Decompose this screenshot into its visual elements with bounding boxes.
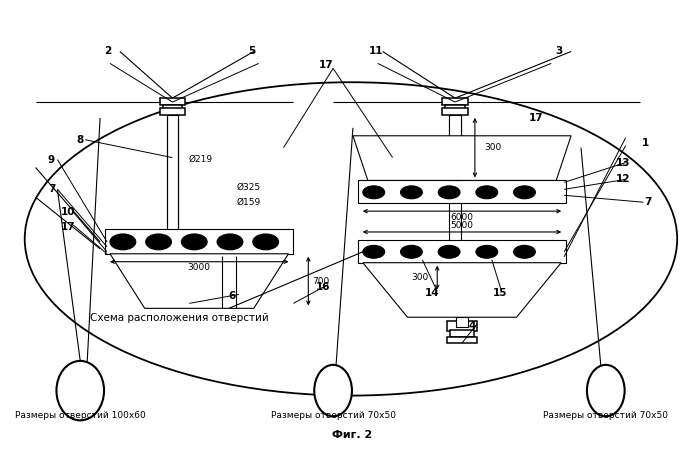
Bar bbox=[358, 181, 566, 203]
Text: 6: 6 bbox=[229, 292, 236, 302]
Text: Размеры отверстий 70x50: Размеры отверстий 70x50 bbox=[271, 411, 396, 420]
Bar bbox=[159, 108, 185, 115]
Text: 11: 11 bbox=[368, 46, 383, 55]
Text: Ø219: Ø219 bbox=[188, 155, 212, 164]
Ellipse shape bbox=[476, 245, 498, 258]
Text: 4: 4 bbox=[468, 321, 475, 331]
Ellipse shape bbox=[514, 245, 535, 258]
Bar bbox=[450, 330, 474, 337]
Ellipse shape bbox=[181, 234, 207, 250]
Bar bbox=[166, 115, 178, 237]
Text: 10: 10 bbox=[61, 207, 75, 217]
Text: 6000: 6000 bbox=[451, 213, 473, 222]
Text: 17: 17 bbox=[529, 113, 544, 123]
Ellipse shape bbox=[587, 365, 625, 416]
Ellipse shape bbox=[315, 365, 352, 416]
Text: 8: 8 bbox=[77, 135, 84, 145]
Polygon shape bbox=[363, 263, 561, 317]
Ellipse shape bbox=[476, 186, 498, 199]
Ellipse shape bbox=[217, 234, 243, 250]
Ellipse shape bbox=[57, 361, 104, 420]
Text: 9: 9 bbox=[48, 154, 55, 165]
Bar bbox=[442, 98, 468, 105]
Bar bbox=[358, 240, 566, 263]
Text: 16: 16 bbox=[316, 282, 331, 292]
Text: 700: 700 bbox=[312, 277, 330, 286]
Ellipse shape bbox=[401, 245, 422, 258]
Ellipse shape bbox=[401, 186, 422, 199]
Text: Размеры отверстий 100x60: Размеры отверстий 100x60 bbox=[15, 411, 145, 420]
Bar bbox=[159, 98, 185, 105]
Ellipse shape bbox=[363, 245, 384, 258]
Text: 14: 14 bbox=[425, 288, 440, 298]
Text: 3000: 3000 bbox=[188, 263, 210, 272]
Text: 15: 15 bbox=[492, 288, 507, 298]
Ellipse shape bbox=[253, 234, 279, 250]
Bar bbox=[105, 229, 294, 254]
Bar bbox=[449, 115, 461, 181]
Text: 17: 17 bbox=[319, 60, 333, 70]
Ellipse shape bbox=[514, 186, 535, 199]
Bar bbox=[163, 105, 182, 110]
Text: 7: 7 bbox=[644, 197, 652, 207]
Bar bbox=[447, 337, 477, 343]
Bar bbox=[445, 105, 465, 110]
Bar bbox=[456, 317, 468, 327]
Text: 5000: 5000 bbox=[451, 221, 473, 229]
Text: 7: 7 bbox=[48, 184, 55, 194]
Ellipse shape bbox=[145, 234, 171, 250]
Text: Размеры отверстий 70x50: Размеры отверстий 70x50 bbox=[543, 411, 668, 420]
Text: 13: 13 bbox=[615, 158, 630, 168]
Text: Схема расположения отверстий: Схема расположения отверстий bbox=[90, 313, 269, 323]
Ellipse shape bbox=[438, 186, 460, 199]
Text: 5: 5 bbox=[248, 46, 255, 55]
Polygon shape bbox=[353, 136, 571, 181]
Polygon shape bbox=[110, 254, 289, 308]
Text: 12: 12 bbox=[615, 175, 630, 185]
Bar bbox=[447, 321, 477, 331]
Text: 3: 3 bbox=[556, 46, 563, 55]
Text: 17: 17 bbox=[61, 222, 75, 232]
Text: Ø325: Ø325 bbox=[237, 183, 261, 192]
Text: 1: 1 bbox=[642, 138, 649, 148]
Text: 300: 300 bbox=[484, 143, 501, 152]
Ellipse shape bbox=[438, 245, 460, 258]
Ellipse shape bbox=[363, 186, 384, 199]
Text: Ø159: Ø159 bbox=[237, 198, 261, 207]
Text: 300: 300 bbox=[412, 273, 429, 282]
Text: 2: 2 bbox=[104, 46, 112, 55]
Bar bbox=[442, 108, 468, 115]
Bar bbox=[449, 115, 461, 189]
Text: Фиг. 2: Фиг. 2 bbox=[332, 430, 372, 440]
Ellipse shape bbox=[24, 82, 677, 396]
Ellipse shape bbox=[110, 234, 136, 250]
